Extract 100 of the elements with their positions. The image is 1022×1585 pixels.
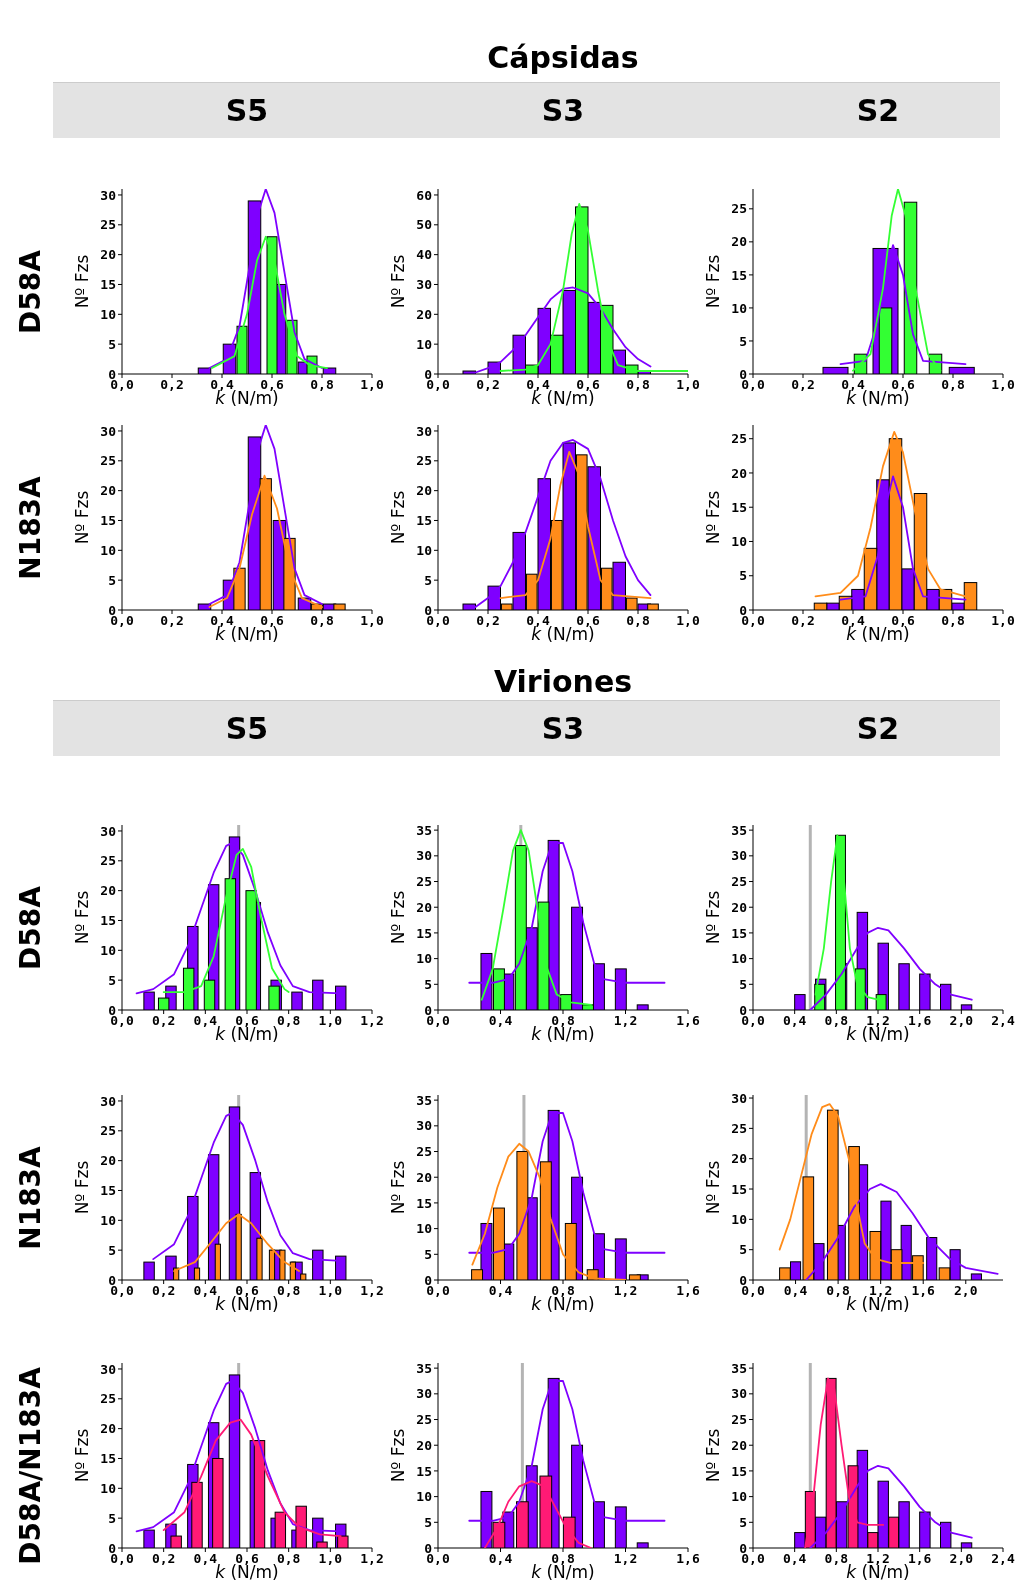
y-tick-label: 35 [416, 822, 432, 838]
y-tick-label: 10 [731, 534, 748, 550]
y-axis-title: Nº Fzs [703, 1160, 723, 1215]
y-tick-label: 5 [739, 333, 747, 349]
y-tick-label: 25 [100, 453, 116, 469]
x-tick-label: 0,4 [488, 1283, 513, 1299]
y-axis-title: Nº Fzs [703, 1428, 723, 1483]
y-tick-label: 15 [731, 267, 747, 283]
x-tick-label: 1,0 [676, 377, 700, 393]
y-axis-title: Nº Fzs [72, 1428, 92, 1483]
x-tick-label: 0,0 [110, 1013, 134, 1029]
y-tick-label: 30 [416, 277, 433, 293]
y-axis-title: Nº Fzs [72, 490, 92, 545]
chart-title: S3 [541, 710, 585, 746]
x-tick-label: 1,6 [911, 1283, 936, 1299]
text: N183A [13, 1145, 47, 1250]
y-tick-label: 15 [100, 913, 116, 929]
y-tick-label: 5 [424, 1246, 432, 1262]
x-tick-label: 0,4 [782, 1013, 807, 1029]
x-tick-label: 1,6 [907, 1551, 932, 1567]
y-tick-label: 5 [739, 976, 747, 992]
y-tick-label: 20 [100, 1153, 117, 1169]
y-tick-label: 35 [731, 822, 747, 838]
y-tick-label: 25 [731, 1412, 747, 1428]
y-tick-label: 5 [108, 336, 116, 352]
x-tick-label: 0,0 [426, 377, 450, 393]
x-tick-label: 0,2 [791, 377, 815, 393]
y-tick-label: 25 [100, 853, 116, 869]
y-tick-label: 10 [731, 951, 748, 967]
y-tick-label: 15 [731, 1463, 747, 1479]
x-tick-label: 0,4 [193, 1551, 218, 1567]
y-tick-label: 20 [416, 899, 433, 915]
x-tick-label: 1,2 [360, 1013, 384, 1029]
x-tick-label: 0,8 [824, 1551, 849, 1567]
x-tick-label: 1,2 [360, 1551, 384, 1567]
x-tick-label: 0,4 [782, 1551, 807, 1567]
y-tick-label: 20 [731, 1437, 748, 1453]
x-tick-label: 0,2 [160, 613, 184, 629]
y-tick-label: 30 [416, 1118, 433, 1134]
y-tick-label: 20 [100, 883, 117, 899]
x-tick-label: 1,6 [907, 1013, 932, 1029]
y-tick-label: 5 [108, 572, 116, 588]
y-tick-label: 40 [416, 247, 433, 263]
x-tick-label: 0,8 [310, 377, 334, 393]
x-tick-label: 2,4 [991, 1013, 1015, 1029]
y-tick-label: 20 [731, 234, 748, 250]
x-tick-label: 1,6 [676, 1013, 700, 1029]
y-tick-label: 15 [100, 1451, 116, 1467]
x-tick-label: 0,8 [276, 1283, 301, 1299]
y-tick-label: 10 [416, 542, 433, 558]
y-tick-label: 20 [100, 1421, 117, 1437]
y-tick-label: 30 [731, 1386, 748, 1402]
y-tick-label: 20 [416, 1169, 433, 1185]
y-tick-label: 30 [416, 1386, 433, 1402]
y-axis-title: Nº Fzs [703, 254, 723, 309]
y-tick-label: 30 [100, 1093, 117, 1109]
text: D58A/N183A [13, 1366, 47, 1565]
y-tick-label: 15 [416, 1463, 432, 1479]
y-axis-title: Nº Fzs [388, 1428, 408, 1483]
y-tick-label: 5 [424, 976, 432, 992]
y-tick-label: 15 [416, 1195, 432, 1211]
text: D58A [13, 249, 47, 334]
y-tick-label: 10 [100, 1480, 117, 1496]
x-tick-label: 0,0 [426, 1013, 450, 1029]
x-tick-label: 0,4 [193, 1283, 218, 1299]
y-tick-label: 25 [731, 201, 747, 217]
x-tick-label: 2,0 [954, 1283, 978, 1299]
y-axis-title: Nº Fzs [388, 490, 408, 545]
y-tick-label: 5 [108, 1242, 116, 1258]
y-tick-label: 10 [416, 951, 433, 967]
x-tick-label: 1,2 [360, 1283, 384, 1299]
chart-title: S5 [225, 710, 269, 746]
x-tick-label: 0,4 [783, 1283, 808, 1299]
y-tick-label: 15 [731, 925, 747, 941]
y-tick-label: 25 [416, 1144, 432, 1160]
x-tick-label: 0,8 [626, 377, 650, 393]
x-tick-label: 0,8 [310, 613, 334, 629]
y-tick-label: 20 [416, 483, 433, 499]
y-axis-title: Nº Fzs [703, 890, 723, 945]
x-tick-label: 0,0 [741, 1551, 765, 1567]
y-tick-label: 30 [731, 848, 748, 864]
x-tick-label: 1,2 [613, 1283, 638, 1299]
x-tick-label: 0,2 [151, 1013, 176, 1029]
x-tick-label: 0,2 [791, 613, 815, 629]
x-tick-label: 0,4 [488, 1551, 513, 1567]
x-tick-label: 1,0 [318, 1013, 343, 1029]
x-tick-label: 0,8 [626, 613, 650, 629]
x-tick-label: 0,2 [160, 377, 184, 393]
x-tick-label: 0,2 [476, 377, 500, 393]
y-tick-label: 15 [731, 499, 747, 515]
y-axis-title: Nº Fzs [703, 490, 723, 545]
chart-title: S5 [225, 92, 269, 128]
y-tick-label: 25 [416, 453, 432, 469]
y-tick-label: 25 [416, 1412, 432, 1428]
x-tick-label: 0,2 [476, 613, 500, 629]
x-tick-label: 0,4 [488, 1013, 513, 1029]
y-tick-label: 5 [739, 1514, 747, 1530]
y-tick-label: 15 [416, 513, 432, 529]
x-tick-label: 0,0 [741, 613, 765, 629]
x-tick-label: 1,6 [676, 1551, 700, 1567]
